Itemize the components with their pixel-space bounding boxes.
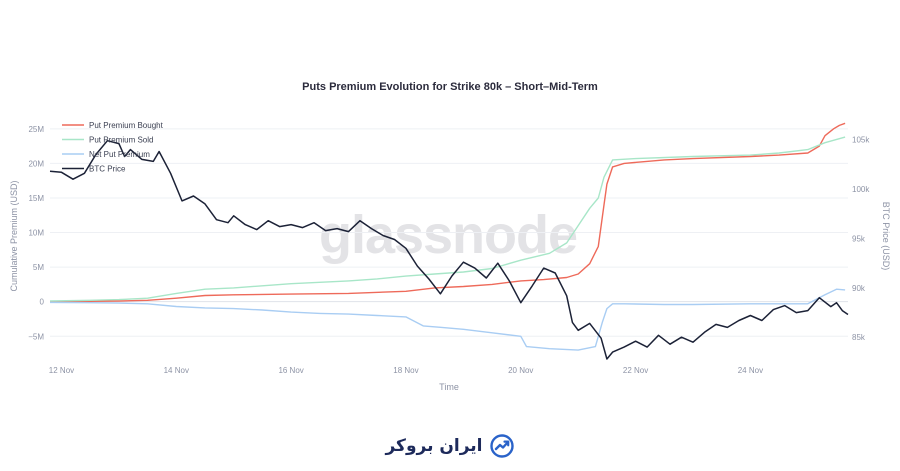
legend-label-net-put-premium: Net Put Premium: [89, 150, 150, 159]
y-tick-label: −5M: [28, 332, 44, 341]
y-axis-ticks: −5M 0 5M 10M 15M 20M 25M: [28, 125, 44, 341]
y-axis-label: Cumulative Premium (USD): [9, 180, 19, 291]
y-tick-label: 0: [40, 298, 45, 307]
x-tick-label: 16 Nov: [278, 366, 303, 375]
y2-tick-label: 95k: [852, 234, 866, 243]
x-tick-label: 18 Nov: [393, 366, 418, 375]
y-tick-label: 10M: [28, 229, 44, 238]
y2-tick-label: 105k: [852, 136, 870, 145]
legend: Put Premium Bought Put Premium Sold Net Pu…: [62, 121, 164, 174]
x-axis-ticks: 12 Nov 14 Nov 16 Nov 18 Nov 20 Nov 22 Nov 24 N…: [49, 366, 763, 375]
x-tick-label: 22 Nov: [623, 366, 648, 375]
gridlines: [50, 128, 848, 337]
legend-label-put-premium-sold: Put Premium Sold: [89, 136, 153, 145]
x-tick-label: 12 Nov: [49, 366, 74, 375]
footer-brand: ایران بروکر: [0, 428, 900, 464]
chart-title: Puts Premium Evolution for Strike 80k – …: [302, 81, 598, 93]
y-tick-label: 20M: [28, 159, 44, 168]
x-tick-label: 20 Nov: [508, 366, 533, 375]
x-axis-label: Time: [439, 382, 459, 392]
y2-tick-label: 100k: [852, 185, 870, 194]
watermark: glassnode: [319, 205, 577, 265]
y-tick-label: 5M: [33, 263, 44, 272]
brand-text: ایران بروکر: [385, 436, 483, 456]
legend-label-btc-price: BTC Price: [89, 165, 126, 174]
y2-axis-label: BTC Price (USD): [881, 202, 891, 271]
series-line-put-premium-bought: [49, 122, 846, 303]
chart: glassnode Puts Premium Evolution for Str…: [9, 81, 891, 392]
trend-arrow-icon: [489, 434, 514, 458]
y2-tick-label: 90k: [852, 284, 866, 293]
y2-axis-ticks: 85k 90k 95k 100k 105k: [852, 136, 870, 343]
x-tick-label: 14 Nov: [164, 366, 189, 375]
series-line-put-premium-sold: [49, 136, 846, 302]
legend-label-put-premium-bought: Put Premium Bought: [89, 121, 164, 130]
series-line-net-put-premium: [49, 288, 846, 351]
y2-tick-label: 85k: [852, 333, 866, 342]
series-layer: [49, 122, 849, 360]
y-tick-label: 15M: [28, 194, 44, 203]
y-tick-label: 25M: [28, 125, 44, 134]
x-tick-label: 24 Nov: [738, 366, 763, 375]
series-line-btc-price: [49, 139, 849, 360]
